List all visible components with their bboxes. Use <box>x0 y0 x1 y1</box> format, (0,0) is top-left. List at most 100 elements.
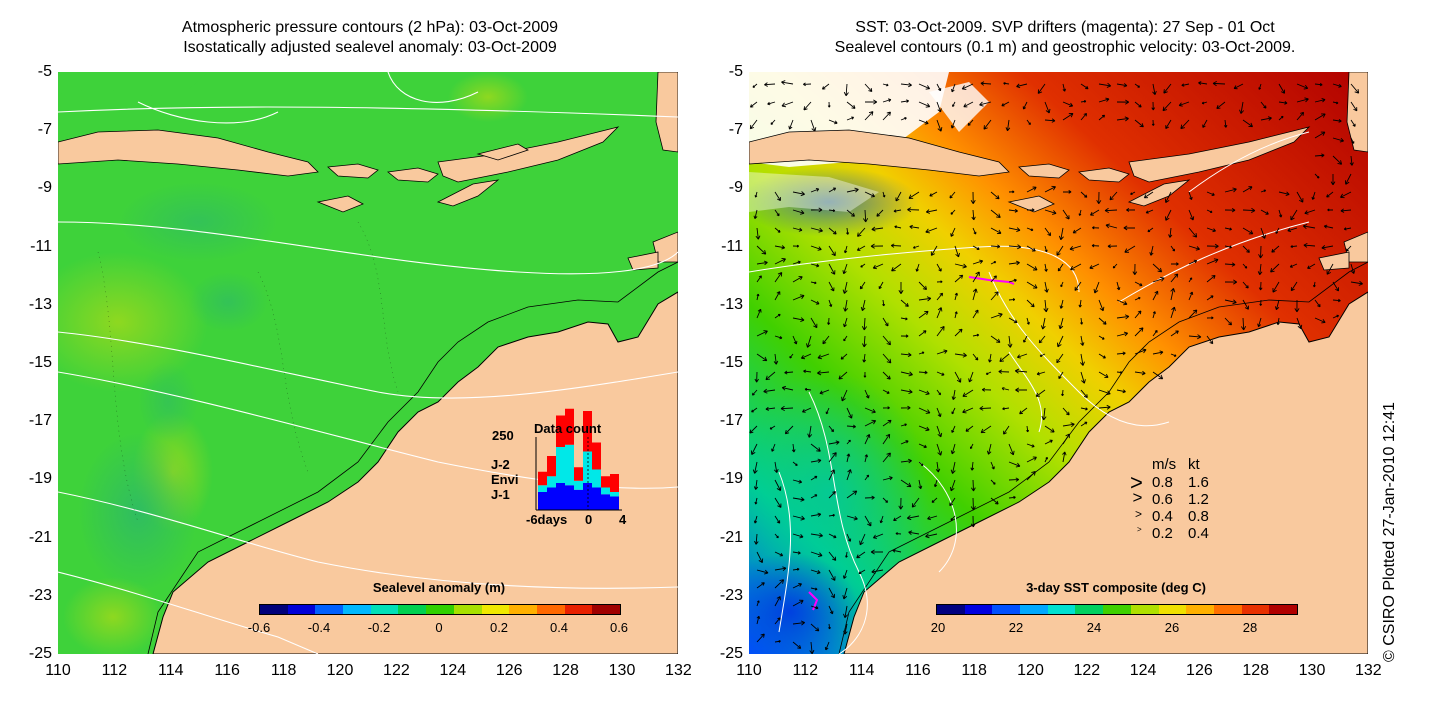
velocity-arrow <box>1080 83 1089 90</box>
velocity-arrow <box>1062 113 1074 121</box>
velocity-arrow <box>1026 317 1030 325</box>
velocity-arrow <box>792 515 805 521</box>
velocity-arrow <box>806 335 812 348</box>
velocity-arrow <box>756 633 765 643</box>
velocity-arrow <box>918 330 927 337</box>
velocity-arrow <box>927 515 938 521</box>
colorbar-segment <box>1130 605 1159 614</box>
colorbar-tick-label: -0.6 <box>247 620 271 635</box>
velocity-arrow <box>792 227 803 232</box>
velocity-arrow <box>918 425 930 432</box>
y-tick-label: -7 <box>728 121 743 139</box>
velocity-arrow <box>980 425 992 434</box>
velocity-arrow <box>1074 281 1082 291</box>
velocity-arrow <box>936 425 943 438</box>
velocity-arrow <box>900 299 909 307</box>
velocity-arrow <box>882 497 889 503</box>
velocity-kt-value: 0.8 <box>1188 508 1209 525</box>
velocity-arrow <box>804 387 812 391</box>
colorbar-tick-label: 0.2 <box>489 620 509 635</box>
velocity-arrow <box>792 276 803 283</box>
velocity-arrow <box>1260 209 1269 215</box>
data-count-x-mid: 0 <box>585 512 593 527</box>
velocity-arrow <box>1080 335 1085 346</box>
velocity-arrow <box>769 425 776 430</box>
velocity-arrow <box>846 490 858 499</box>
velocity-arrow <box>1134 310 1142 319</box>
velocity-legend-header-ms: m/s <box>1152 456 1177 473</box>
velocity-arrow <box>900 334 909 338</box>
velocity-arrow <box>1180 119 1190 130</box>
velocity-arrow <box>986 443 992 455</box>
sealevel-anomaly-map[interactable] <box>58 72 678 654</box>
velocity-arrow <box>954 352 967 358</box>
sst-velocity-map[interactable] <box>749 72 1368 654</box>
velocity-arrow <box>810 475 818 481</box>
velocity-arrow <box>843 335 848 342</box>
velocity-arrow <box>972 333 980 337</box>
velocity-arrow <box>792 641 802 649</box>
velocity-arrow <box>1124 245 1136 253</box>
velocity-arrow <box>1350 83 1360 94</box>
x-tick-label: 128 <box>1242 662 1270 679</box>
velocity-arrow <box>792 317 805 322</box>
colorbar-tick-label: 22 <box>1008 620 1024 635</box>
velocity-arrow <box>990 209 1001 218</box>
right-title-line1: SST: 03-Oct-2009. SVP drifters (magenta)… <box>855 19 1275 36</box>
velocity-arrow <box>1098 82 1112 88</box>
velocity-arrow <box>1257 263 1263 276</box>
velocity-arrow <box>925 209 938 214</box>
velocity-arrow <box>1061 389 1064 397</box>
velocity-arrow <box>951 83 956 93</box>
velocity-arrow <box>1314 173 1320 179</box>
velocity-arrow <box>1304 209 1316 215</box>
velocity-arrow <box>864 419 877 427</box>
velocity-arrow <box>1105 223 1118 229</box>
velocity-arrow <box>918 296 932 302</box>
velocity-arrow <box>810 119 817 132</box>
velocity-arrow <box>1026 186 1037 193</box>
velocity-arrow <box>1152 276 1165 283</box>
velocity-arrow <box>1151 101 1156 111</box>
velocity-arrow <box>1242 227 1254 235</box>
velocity-arrow <box>1258 281 1263 291</box>
velocity-arrow <box>1040 317 1046 330</box>
velocity-arrow <box>1091 244 1100 248</box>
velocity-arrow <box>961 83 974 90</box>
velocity-arrow <box>1165 119 1172 130</box>
velocity-arrow <box>859 281 866 290</box>
velocity-arrow <box>979 101 992 107</box>
y-tick-label: -19 <box>28 470 52 488</box>
velocity-arrow <box>1062 190 1072 194</box>
velocity-arrow <box>810 605 819 610</box>
velocity-arrow <box>840 353 848 360</box>
velocity-arrow <box>781 101 794 108</box>
velocity-arrow <box>828 513 835 517</box>
velocity-arrow <box>1039 353 1046 357</box>
y-tick-label: -19 <box>719 470 743 488</box>
velocity-arrow <box>1134 370 1146 376</box>
x-tick-label: 116 <box>214 662 240 679</box>
velocity-arrow <box>1170 353 1177 357</box>
colorbar-tick-label: 0.4 <box>549 620 569 635</box>
velocity-arrow <box>1170 288 1176 301</box>
velocity-arrow <box>1181 83 1190 87</box>
velocity-arrow <box>1350 137 1355 144</box>
velocity-arrow <box>900 458 912 464</box>
velocity-arrow <box>774 639 781 643</box>
velocity-arrow <box>1116 116 1129 122</box>
y-tick-label: -13 <box>28 295 52 313</box>
velocity-arrow <box>764 82 776 87</box>
velocity-arrow <box>1332 298 1341 303</box>
velocity-arrow <box>936 101 942 113</box>
velocity-arrow <box>1036 371 1046 376</box>
velocity-arrow <box>1296 111 1305 121</box>
x-tick-label: 124 <box>1129 662 1157 679</box>
velocity-arrow <box>872 533 884 539</box>
velocity-arrow <box>781 80 794 86</box>
velocity-arrow <box>864 495 875 500</box>
velocity-arrow <box>918 101 931 108</box>
velocity-arrow <box>1003 425 1010 435</box>
velocity-arrow <box>792 260 801 265</box>
velocity-arrow <box>810 512 822 517</box>
